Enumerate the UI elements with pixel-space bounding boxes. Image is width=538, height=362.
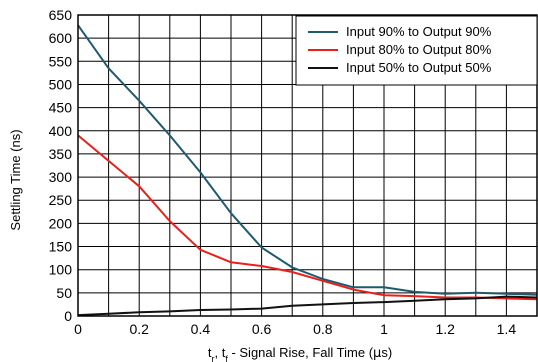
y-tick-label: 50: [56, 285, 72, 301]
y-tick-label: 150: [49, 239, 73, 255]
y-tick-label: 600: [49, 30, 73, 46]
series-lines: [77, 24, 538, 317]
y-tick-label: 300: [49, 169, 73, 185]
x-axis-title: tr, tf - Signal Rise, Fall Time (μs): [208, 345, 392, 362]
x-tick-label: 0.2: [129, 321, 149, 337]
x-axis-title-unit: s): [381, 345, 392, 360]
x-tick-label: 1.4: [497, 321, 517, 337]
x-tick-label: 1.2: [435, 321, 455, 337]
legend-label: Input 80% to Output 80%: [346, 42, 492, 57]
legend-label: Input 90% to Output 90%: [346, 24, 492, 39]
y-tick-label: 200: [49, 215, 73, 231]
x-axis-title-t: t: [208, 345, 212, 360]
x-axis-title-comma: , t: [214, 345, 225, 360]
y-tick-label: 400: [49, 123, 73, 139]
x-tick-label: 0.8: [313, 321, 333, 337]
y-tick-label: 350: [49, 146, 73, 162]
y-tick-label: 0: [64, 308, 72, 324]
x-axis-title-unit-greek: μ: [373, 346, 381, 361]
y-tick-label: 100: [49, 262, 73, 278]
series-line-3: [77, 295, 538, 317]
x-tick-label: 1: [380, 321, 388, 337]
x-axis-title-sub-f: f: [225, 354, 228, 362]
x-axis-title-main: - Signal Rise, Fall Time (: [228, 345, 374, 360]
y-tick-label: 250: [49, 192, 73, 208]
legend: Input 90% to Output 90% Input 80% to Outp…: [295, 15, 538, 86]
y-tick-labels: 0 50 100 150 200 250 300 350 400 450 500 550 600 650: [49, 7, 73, 324]
series-line-1: [77, 24, 538, 296]
x-tick-label: 0.6: [252, 321, 272, 337]
x-tick-labels: 0 0.2 0.4 0.6 0.8 1 1.2 1.4: [74, 321, 516, 337]
y-tick-label: 550: [49, 53, 73, 69]
y-tick-label: 650: [49, 7, 73, 23]
y-axis-title: Settling Time (ns): [8, 129, 23, 230]
legend-label: Input 50% to Output 50%: [346, 60, 492, 75]
x-tick-label: 0: [74, 321, 82, 337]
x-tick-label: 0.4: [191, 321, 211, 337]
series-line-2: [77, 134, 538, 301]
y-tick-label: 500: [49, 76, 73, 92]
x-axis-title-sub-r: r: [211, 354, 214, 362]
y-tick-label: 450: [49, 100, 73, 116]
plot-frame: [77, 14, 538, 317]
